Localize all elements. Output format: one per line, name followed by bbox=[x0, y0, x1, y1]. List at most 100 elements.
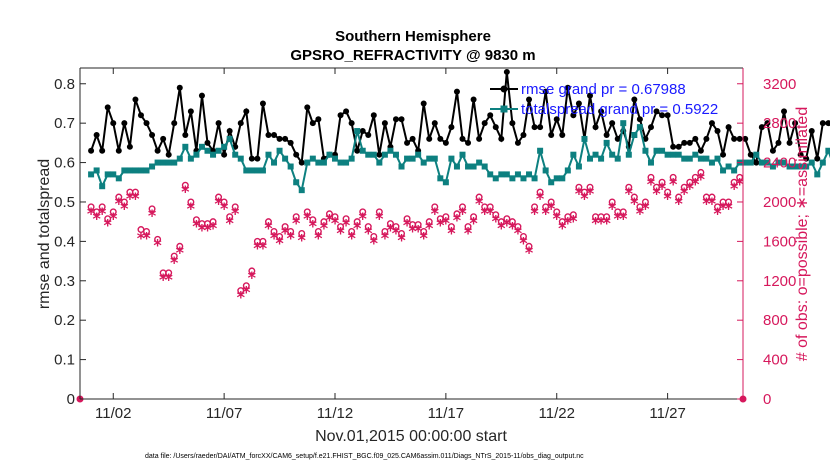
obs-possible-point bbox=[298, 229, 306, 237]
obs-possible-point bbox=[664, 188, 672, 196]
totalspread-point bbox=[304, 159, 311, 166]
obs-possible-point bbox=[381, 228, 389, 236]
obs-assimilated-point: * bbox=[458, 204, 467, 223]
totalspread-point bbox=[775, 159, 782, 166]
rmse-point bbox=[520, 131, 527, 138]
obs-assimilated-point: * bbox=[625, 184, 634, 203]
obs-assimilated-point: * bbox=[697, 169, 706, 188]
rmse-point bbox=[404, 139, 411, 146]
totalspread-point bbox=[681, 155, 688, 162]
obs-possible-point bbox=[287, 228, 295, 236]
y-tick-label: 0.3 bbox=[54, 273, 75, 290]
rmse-point bbox=[553, 116, 560, 123]
totalspread-point bbox=[786, 163, 793, 170]
y-tick-label: 0.5 bbox=[54, 194, 75, 211]
rmse-point bbox=[115, 147, 122, 154]
obs-assimilated-point: * bbox=[431, 204, 440, 223]
obs-assimilated-point: * bbox=[652, 184, 661, 203]
totalspread-point bbox=[160, 159, 167, 166]
obs-assimilated-point: * bbox=[647, 174, 656, 193]
rmse-point bbox=[248, 155, 255, 162]
totalspread-point bbox=[465, 163, 472, 170]
totalspread-point bbox=[243, 167, 250, 174]
totalspread-point bbox=[542, 167, 549, 174]
totalspread-point bbox=[753, 151, 760, 158]
obs-assimilated-point: * bbox=[597, 214, 606, 233]
rmse-point bbox=[381, 120, 388, 127]
totalspread-point bbox=[154, 159, 161, 166]
rmse-point bbox=[686, 139, 693, 146]
rmse-point bbox=[664, 112, 671, 119]
y2-tick-label: 1600 bbox=[763, 233, 796, 250]
rmse-point bbox=[742, 135, 749, 142]
obs-possible-point bbox=[586, 183, 594, 191]
obs-assimilated-point: * bbox=[525, 243, 534, 262]
rmse-point bbox=[526, 96, 533, 103]
obs-assimilated-point: * bbox=[386, 221, 395, 240]
rmse-point bbox=[370, 112, 377, 119]
totalspread-point bbox=[814, 171, 821, 178]
totalspread-point bbox=[803, 163, 810, 170]
rmse-point bbox=[265, 131, 272, 138]
obs-possible-point bbox=[314, 228, 322, 236]
obs-assimilated-point: * bbox=[303, 209, 312, 228]
rmse-point bbox=[171, 120, 178, 127]
obs-assimilated-point: * bbox=[275, 233, 284, 252]
obs-assimilated-point: * bbox=[708, 194, 717, 213]
obs-assimilated-point: * bbox=[547, 199, 556, 218]
obs-assimilated-point: * bbox=[536, 189, 545, 208]
obs-assimilated-point: * bbox=[719, 199, 728, 218]
totalspread-point bbox=[121, 167, 128, 174]
obs-assimilated-point: * bbox=[314, 228, 323, 247]
x-tick-label: 11/22 bbox=[539, 405, 575, 422]
totalspread-point bbox=[376, 159, 383, 166]
rmse-point bbox=[647, 124, 654, 131]
rmse-point bbox=[481, 120, 488, 127]
obs-possible-point bbox=[608, 198, 616, 206]
totalspread-point bbox=[664, 151, 671, 158]
rmse-point bbox=[437, 135, 444, 142]
obs-assimilated-point: * bbox=[92, 209, 101, 228]
rmse-point bbox=[792, 120, 799, 127]
rmse-point bbox=[315, 116, 322, 123]
totalspread-point bbox=[498, 171, 505, 178]
rmse-point bbox=[359, 128, 366, 135]
obs-possible-point bbox=[686, 178, 694, 186]
x-tick-label: 11/17 bbox=[428, 405, 464, 422]
y2-tick-label: 0 bbox=[763, 391, 771, 408]
totalspread-point bbox=[332, 155, 338, 162]
rmse-point bbox=[603, 131, 610, 138]
obs-possible-point bbox=[187, 198, 195, 206]
rmse-point bbox=[293, 151, 300, 158]
obs-possible-point bbox=[320, 218, 328, 226]
totalspread-point bbox=[819, 159, 826, 166]
obs-assimilated-point: * bbox=[558, 219, 567, 238]
rmse-point bbox=[276, 135, 283, 142]
rmse-point bbox=[747, 151, 754, 158]
totalspread-point bbox=[503, 171, 510, 178]
obs-possible-point bbox=[370, 232, 378, 240]
rmse-point bbox=[259, 100, 266, 107]
obs-assimilated-point: * bbox=[225, 214, 234, 233]
rmse-point bbox=[814, 155, 821, 162]
obs-possible-point bbox=[353, 218, 361, 226]
obs-possible-point bbox=[431, 203, 439, 211]
obs-assimilated-point: * bbox=[381, 228, 390, 247]
obs-assimilated-point: * bbox=[636, 204, 645, 223]
rmse-point bbox=[769, 147, 776, 154]
totalspread-point bbox=[115, 175, 122, 182]
obs-assimilated-point: * bbox=[220, 199, 229, 218]
rmse-point bbox=[215, 120, 222, 127]
rmse-point bbox=[104, 104, 111, 111]
totalspread-point bbox=[265, 151, 272, 158]
y2-tick-label: 400 bbox=[763, 352, 788, 369]
obs-assimilated-point: * bbox=[198, 221, 207, 240]
y2-tick-label: 2000 bbox=[763, 194, 796, 211]
obs-assimilated-point: * bbox=[591, 214, 600, 233]
x-tick-label: 11/07 bbox=[206, 405, 242, 422]
totalspread-point bbox=[742, 159, 749, 166]
totalspread-point bbox=[581, 135, 588, 142]
obs-assimilated-point: * bbox=[469, 214, 478, 233]
rmse-point bbox=[420, 100, 427, 107]
rmse-point bbox=[736, 135, 743, 142]
